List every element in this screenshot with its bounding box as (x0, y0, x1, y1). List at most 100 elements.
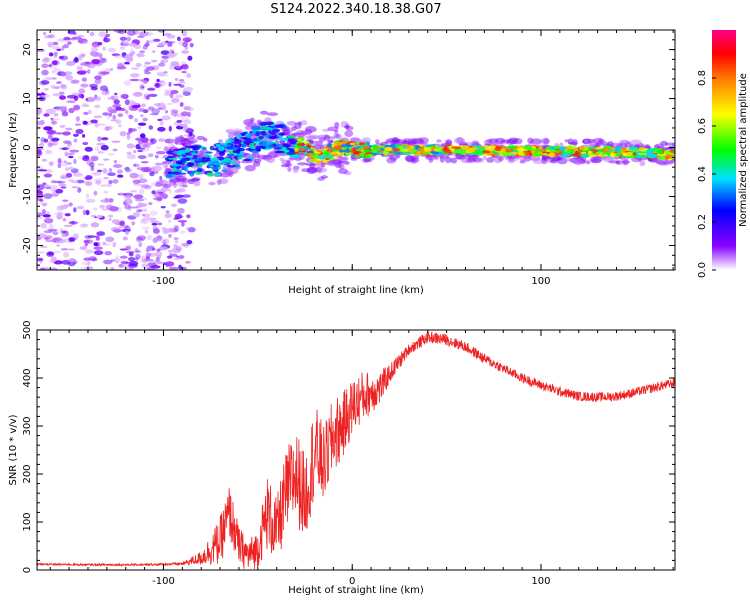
spectrogram-noise-blob (134, 118, 138, 123)
spectrogram-noise-blob (66, 248, 76, 251)
spectrogram-noise-blob (138, 147, 146, 150)
spectrogram-halo-blob (216, 179, 222, 186)
spectrogram-noise-blob (41, 209, 46, 215)
spectrogram-noise-blob (68, 179, 74, 182)
spectrogram-noise-blob (84, 242, 88, 247)
spectrogram-noise-blob (158, 43, 164, 47)
spectrogram-noise-blob (128, 260, 139, 266)
spectrogram-noise-blob (139, 31, 149, 37)
spectrogram-noise-blob (59, 124, 66, 128)
spectrogram-noise-blob (37, 184, 45, 191)
spectrogram-noise-blob (114, 92, 118, 96)
spectrogram-noise-blob (131, 221, 136, 226)
spectrogram-ridge-blob (226, 153, 235, 157)
spectrogram-noise-blob (38, 142, 45, 148)
spectrogram-halo-blob (323, 134, 331, 141)
spectrogram-noise-blob (99, 204, 106, 209)
spectrogram-noise-blob (61, 259, 71, 265)
spectrogram-halo-blob (266, 112, 279, 116)
spectrogram-noise-blob (42, 214, 51, 218)
spectrogram-noise-blob (151, 59, 158, 63)
snr-x-tick-label: 100 (531, 576, 550, 587)
spectrogram-noise-blob (89, 239, 94, 244)
colorbar-tick-label: 0.6 (697, 118, 708, 134)
spectrogram-noise-blob (113, 104, 122, 107)
spectrogram-noise-blob (139, 79, 144, 82)
spectrogram-noise-blob (95, 52, 103, 57)
spectrogram-ridge-blob (471, 151, 480, 155)
spectrogram-noise-blob (143, 64, 148, 69)
colorbar-label: Normalized spectral amplitude (738, 73, 749, 227)
spectrogram-halo-blob (589, 156, 601, 162)
spectrogram-halo-blob (527, 137, 534, 144)
spectrogram-noise-blob (115, 261, 120, 264)
spectrogram-noise-blob (103, 259, 113, 265)
spectrogram-noise-blob (183, 86, 194, 92)
spectrogram-noise-blob (65, 62, 75, 67)
spectrogram-frame (36, 29, 676, 271)
spectrogram-noise-blob (84, 176, 89, 181)
spectrogram-noise-blob (179, 102, 184, 107)
spectrogram-noise-blob (79, 223, 88, 228)
spectrogram-noise-blob (112, 229, 121, 233)
spectrogram-noise-blob (84, 181, 93, 186)
spectrogram-ridge-blob (384, 146, 394, 152)
spectrogram-noise-blob (73, 158, 77, 164)
spectrogram-noise-blob (162, 161, 167, 165)
spectrogram-noise-blob (145, 252, 152, 258)
spectrogram-noise-blob (157, 126, 166, 132)
spectrogram-noise-blob (112, 179, 119, 184)
spectrogram-noise-blob (66, 94, 77, 99)
spectrogram-noise-blob (151, 108, 160, 115)
spectrogram-noise-blob (164, 88, 171, 93)
spectrogram-ridge-blob (231, 161, 237, 165)
spectrogram-noise-blob (160, 206, 166, 209)
spectrogram-noise-blob (130, 73, 140, 78)
spectrogram-noise-blob (173, 83, 182, 86)
spectrogram-noise-blob (172, 52, 178, 56)
spectrogram-noise-blob (135, 236, 143, 243)
spectrogram-ridge-blob (227, 139, 235, 142)
spectrogram-noise-blob (43, 56, 49, 62)
spectrogram-noise-blob (61, 72, 67, 77)
spectrogram-noise-blob (96, 142, 106, 146)
spectrogram-noise-blob (77, 187, 82, 193)
spectrogram-noise-blob (181, 221, 185, 227)
spectrogram-noise-blob (151, 190, 156, 195)
spectrogram-halo-blob (391, 139, 397, 143)
spectrogram-halo-blob (249, 117, 255, 122)
spectrogram-noise-blob (136, 167, 146, 171)
spectrogram-ridge-blob (337, 152, 345, 156)
spectrogram-noise-blob (50, 256, 57, 263)
spectrogram-noise-blob (53, 51, 58, 57)
spectrogram-noise-blob (171, 203, 177, 207)
spectrogram-ridge-blob (597, 149, 603, 153)
spectrogram-noise-blob (67, 142, 72, 147)
spectrogram-noise-blob (45, 227, 53, 230)
spectrogram-ridge-blob (171, 171, 182, 175)
spectrogram-ridge-blob (657, 150, 663, 155)
spectrogram-ridge-blob (530, 149, 535, 154)
spectrogram-ridge-blob (500, 148, 506, 152)
spectrogram-noise-blob (153, 103, 161, 107)
spectrogram-ridge-blob (628, 151, 633, 155)
spectrogram-noise-blob (65, 204, 69, 208)
spectrogram-noise-blob (103, 190, 109, 194)
spectrogram-noise-blob (67, 41, 72, 45)
spectrogram-noise-blob (66, 162, 72, 165)
spectrogram-noise-blob (60, 176, 68, 180)
spectrogram-ridge-blob (184, 152, 193, 156)
spectrogram-ridge-blob (415, 151, 422, 154)
spectrogram-ridge-blob (588, 152, 594, 156)
spectrogram-ridge-blob (250, 145, 256, 150)
spectrogram-noise-blob (52, 60, 58, 66)
spectrogram-noise-blob (63, 36, 71, 41)
spectrogram-noise-blob (63, 160, 67, 163)
spectrogram-halo-blob (315, 144, 325, 150)
spectrogram-noise-blob (158, 62, 166, 67)
spectrogram-noise-blob (119, 255, 128, 259)
spectrogram-noise-blob (55, 132, 63, 135)
spectrogram-ridge-blob (390, 144, 396, 149)
spectrogram-noise-blob (147, 87, 156, 91)
spectrogram-noise-blob (140, 166, 150, 173)
